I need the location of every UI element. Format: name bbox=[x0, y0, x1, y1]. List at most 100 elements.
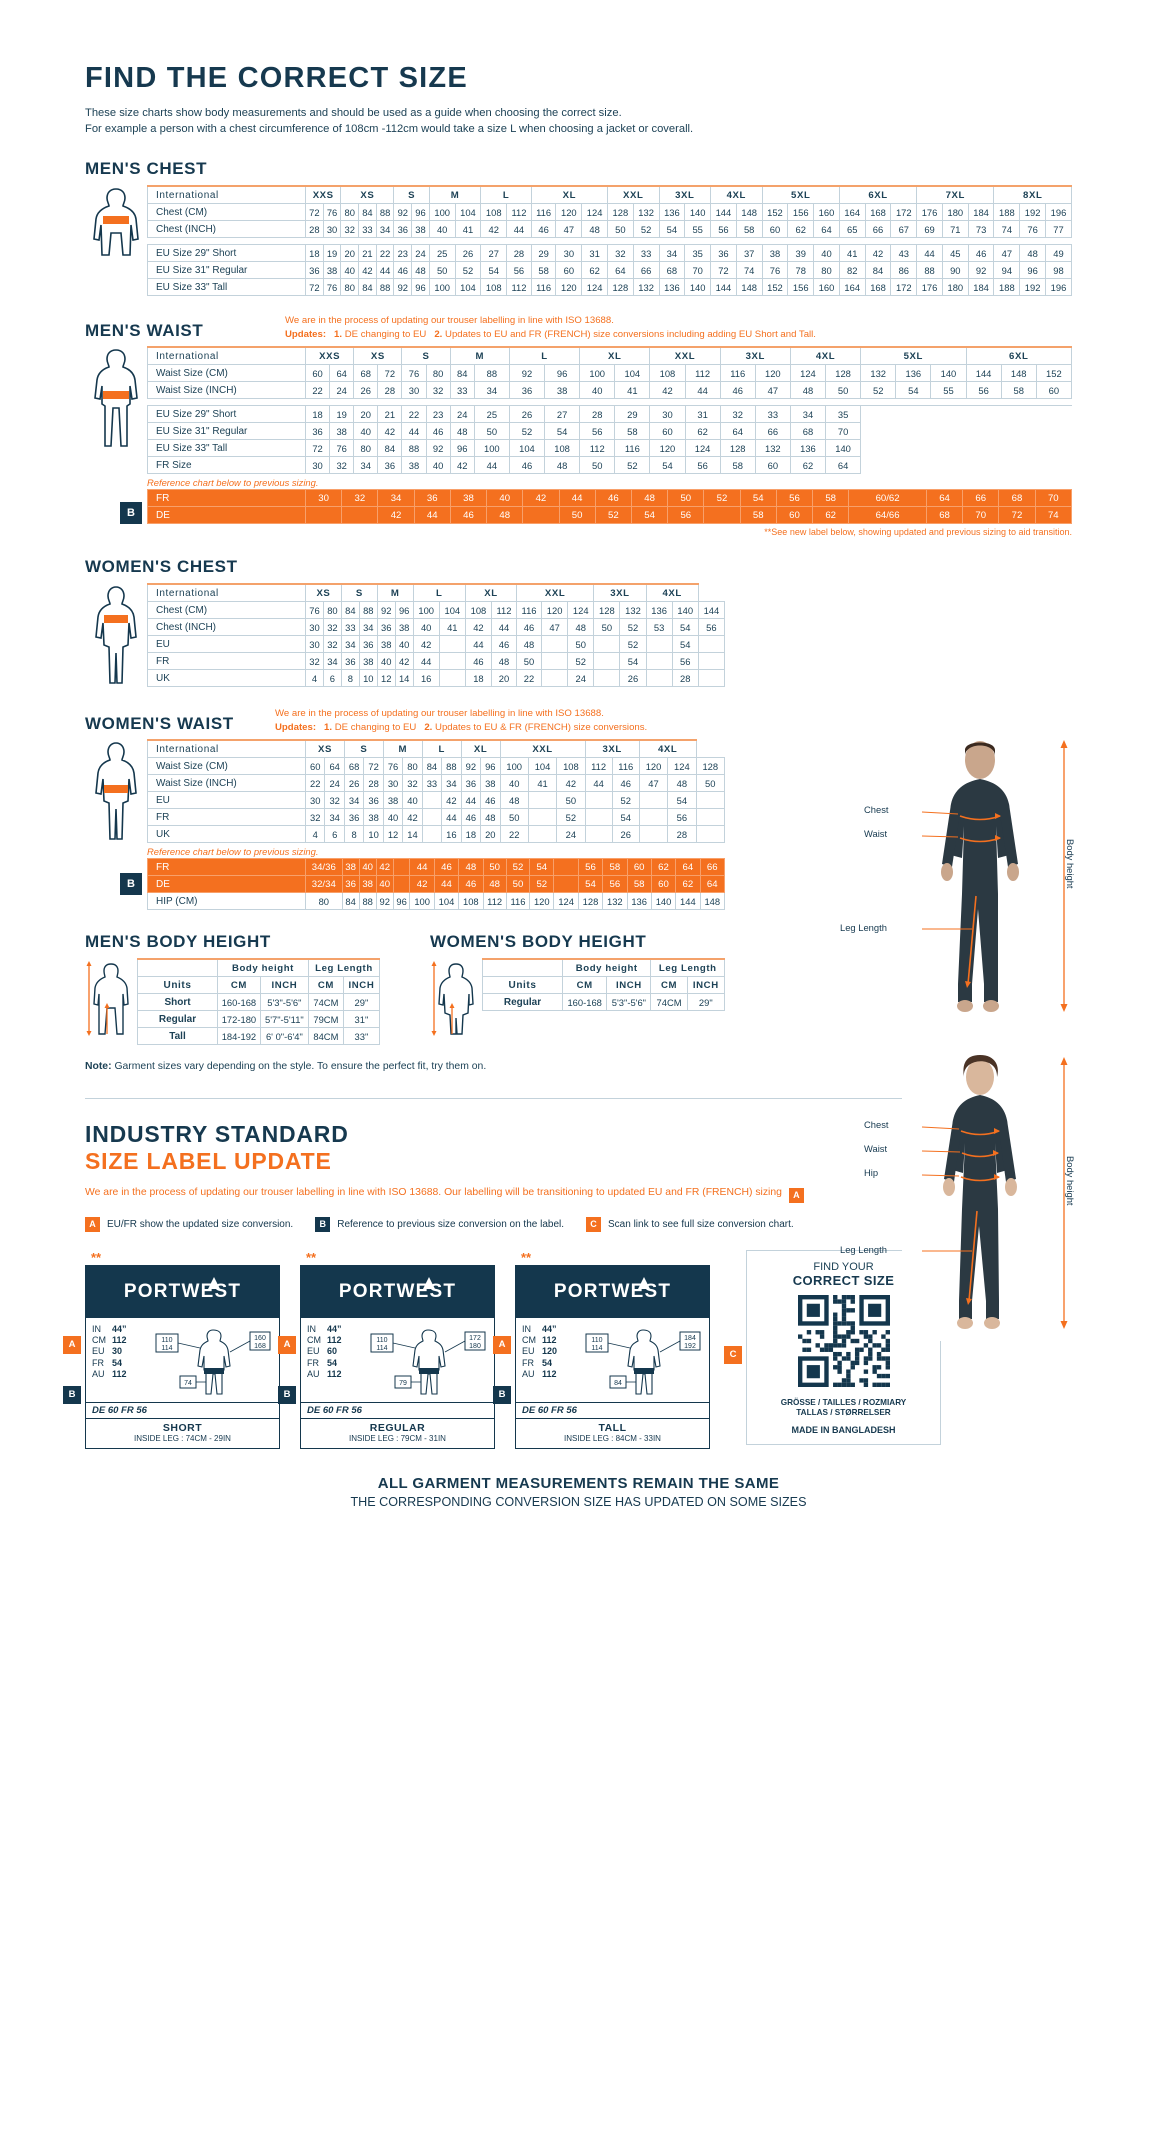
cell: 44 bbox=[460, 791, 482, 809]
table-row: EU Size 33" Tall 72 76 80 84 88 92 96 100 104 108 1… bbox=[147, 439, 1072, 457]
cell bbox=[421, 825, 443, 843]
size-header-xs: XS bbox=[353, 346, 403, 365]
row-label: EU Size 31" Regular bbox=[147, 422, 306, 440]
table-row: Chest (INCH) 30 32 33 34 36 38 40 41 42 44 46 47 48 50… bbox=[147, 618, 726, 636]
cell: 42 bbox=[464, 618, 493, 636]
portwest-mountain-icon bbox=[637, 1276, 650, 1289]
svg-text:114: 114 bbox=[376, 1345, 387, 1352]
cell: 41 bbox=[454, 220, 482, 238]
cell: 46 bbox=[719, 381, 756, 399]
svg-text:180: 180 bbox=[469, 1343, 481, 1350]
cell: 64 bbox=[813, 220, 840, 238]
cell: 100 bbox=[409, 892, 435, 910]
cell: 36 bbox=[377, 456, 403, 474]
cell: 32/34 bbox=[305, 875, 343, 893]
cell: 48 bbox=[411, 261, 430, 279]
bh-sub-header-inch: INCH bbox=[342, 976, 381, 994]
cell: 90 bbox=[941, 261, 969, 279]
cell bbox=[638, 825, 669, 843]
row-label: Waist Size (CM) bbox=[147, 757, 306, 775]
cell: 64 bbox=[675, 858, 701, 876]
cell: 36 bbox=[340, 652, 360, 670]
final-note: Note: Garment sizes vary depending on th… bbox=[85, 1061, 1072, 1072]
cell: 136 bbox=[658, 278, 686, 296]
size-header-l: L bbox=[480, 185, 532, 204]
cell bbox=[527, 825, 558, 843]
svg-text:110: 110 bbox=[376, 1337, 387, 1344]
cell: 78 bbox=[787, 261, 815, 279]
qr-code-image[interactable] bbox=[797, 1294, 890, 1387]
cell: 48 bbox=[480, 808, 501, 826]
cell: 72 bbox=[710, 261, 737, 279]
cell: 52 bbox=[594, 506, 632, 524]
size-header-8xl: 8XL bbox=[993, 185, 1072, 204]
spec-key: CM bbox=[92, 1334, 106, 1345]
cell: 140 bbox=[650, 892, 677, 910]
cell: 32 bbox=[322, 635, 342, 653]
cell: 41 bbox=[527, 774, 558, 792]
cell: 33 bbox=[358, 220, 377, 238]
cell: 180 bbox=[941, 278, 969, 296]
cell: 104 bbox=[433, 892, 460, 910]
cell: 60 bbox=[650, 875, 677, 893]
cell: 80 bbox=[813, 261, 840, 279]
female-label-waist: Waist bbox=[864, 1143, 888, 1154]
cell: 120 bbox=[541, 601, 569, 619]
cell: 47 bbox=[555, 220, 583, 238]
table-row: Chest (INCH) 28 30 32 33 34 36 38 40 41 42 44 46 47 48… bbox=[147, 220, 1072, 238]
cell: 77 bbox=[1045, 220, 1072, 238]
cell: 50 bbox=[825, 381, 862, 399]
cell bbox=[541, 652, 569, 670]
row-label: Waist Size (CM) bbox=[147, 364, 306, 382]
cell: 32 bbox=[329, 456, 355, 474]
cell: 176 bbox=[916, 203, 943, 221]
cell: 50 bbox=[558, 506, 596, 524]
cell: 38 bbox=[376, 635, 396, 653]
cell: 34 bbox=[353, 456, 379, 474]
brand-bar: PORTWEST bbox=[516, 1265, 709, 1318]
bh-cell: 33" bbox=[342, 1027, 381, 1045]
spec-value: 60 bbox=[327, 1346, 338, 1357]
cell: 120 bbox=[638, 757, 669, 775]
cell: 84 bbox=[449, 364, 475, 382]
cell bbox=[522, 506, 560, 524]
cell: 148 bbox=[735, 203, 763, 221]
cell: 64 bbox=[606, 261, 634, 279]
cell: 50 bbox=[516, 652, 543, 670]
cell: 108 bbox=[480, 203, 508, 221]
cell: 144 bbox=[697, 601, 726, 619]
male-label-leg-length: Leg Length bbox=[840, 922, 887, 933]
cell: 54 bbox=[667, 791, 697, 809]
cell: 36 bbox=[413, 489, 451, 507]
cell: 86 bbox=[890, 261, 918, 279]
cell: 76 bbox=[1019, 220, 1046, 238]
cell: 48 bbox=[499, 791, 529, 809]
size-header-3xl: 3XL bbox=[584, 739, 640, 758]
col-header-international: International bbox=[147, 346, 306, 365]
bh-cell: 160-168 bbox=[561, 993, 608, 1011]
cell: 60/62 bbox=[848, 489, 927, 507]
cell: 40 bbox=[486, 489, 524, 507]
table-row: Waist Size (INCH) 22 24 26 28 30 32 33 34 36 38 40 4… bbox=[147, 381, 1073, 399]
col-header-international: International bbox=[147, 185, 306, 204]
cell: 80 bbox=[340, 278, 360, 296]
bh-row: Tall 184-192 6' 0"-6'4" 84CM 33" bbox=[137, 1027, 381, 1045]
cell: 33 bbox=[421, 774, 443, 792]
cell: 132 bbox=[602, 892, 628, 910]
cell: 60 bbox=[555, 261, 583, 279]
table-row: UK 4 6 8 10 12 14 16 18 20 22 24 26 28 bbox=[147, 825, 726, 843]
size-header-xxs: XXS bbox=[304, 346, 355, 365]
cell: 18 bbox=[464, 669, 493, 687]
cell: 68 bbox=[925, 506, 964, 524]
cell: 140 bbox=[684, 278, 712, 296]
qr-card[interactable]: FIND YOUR CORRECT SIZE GRÖSSE / TAILLES / … bbox=[746, 1249, 941, 1445]
cell: 30 bbox=[304, 791, 326, 809]
cell: 84 bbox=[358, 278, 377, 296]
mens-waist-figure bbox=[85, 346, 147, 489]
cell: 104 bbox=[454, 203, 482, 221]
cell: 40 bbox=[353, 422, 379, 440]
cell: 62 bbox=[650, 858, 677, 876]
cell: 16 bbox=[441, 825, 462, 843]
cell: 54 bbox=[544, 422, 581, 440]
